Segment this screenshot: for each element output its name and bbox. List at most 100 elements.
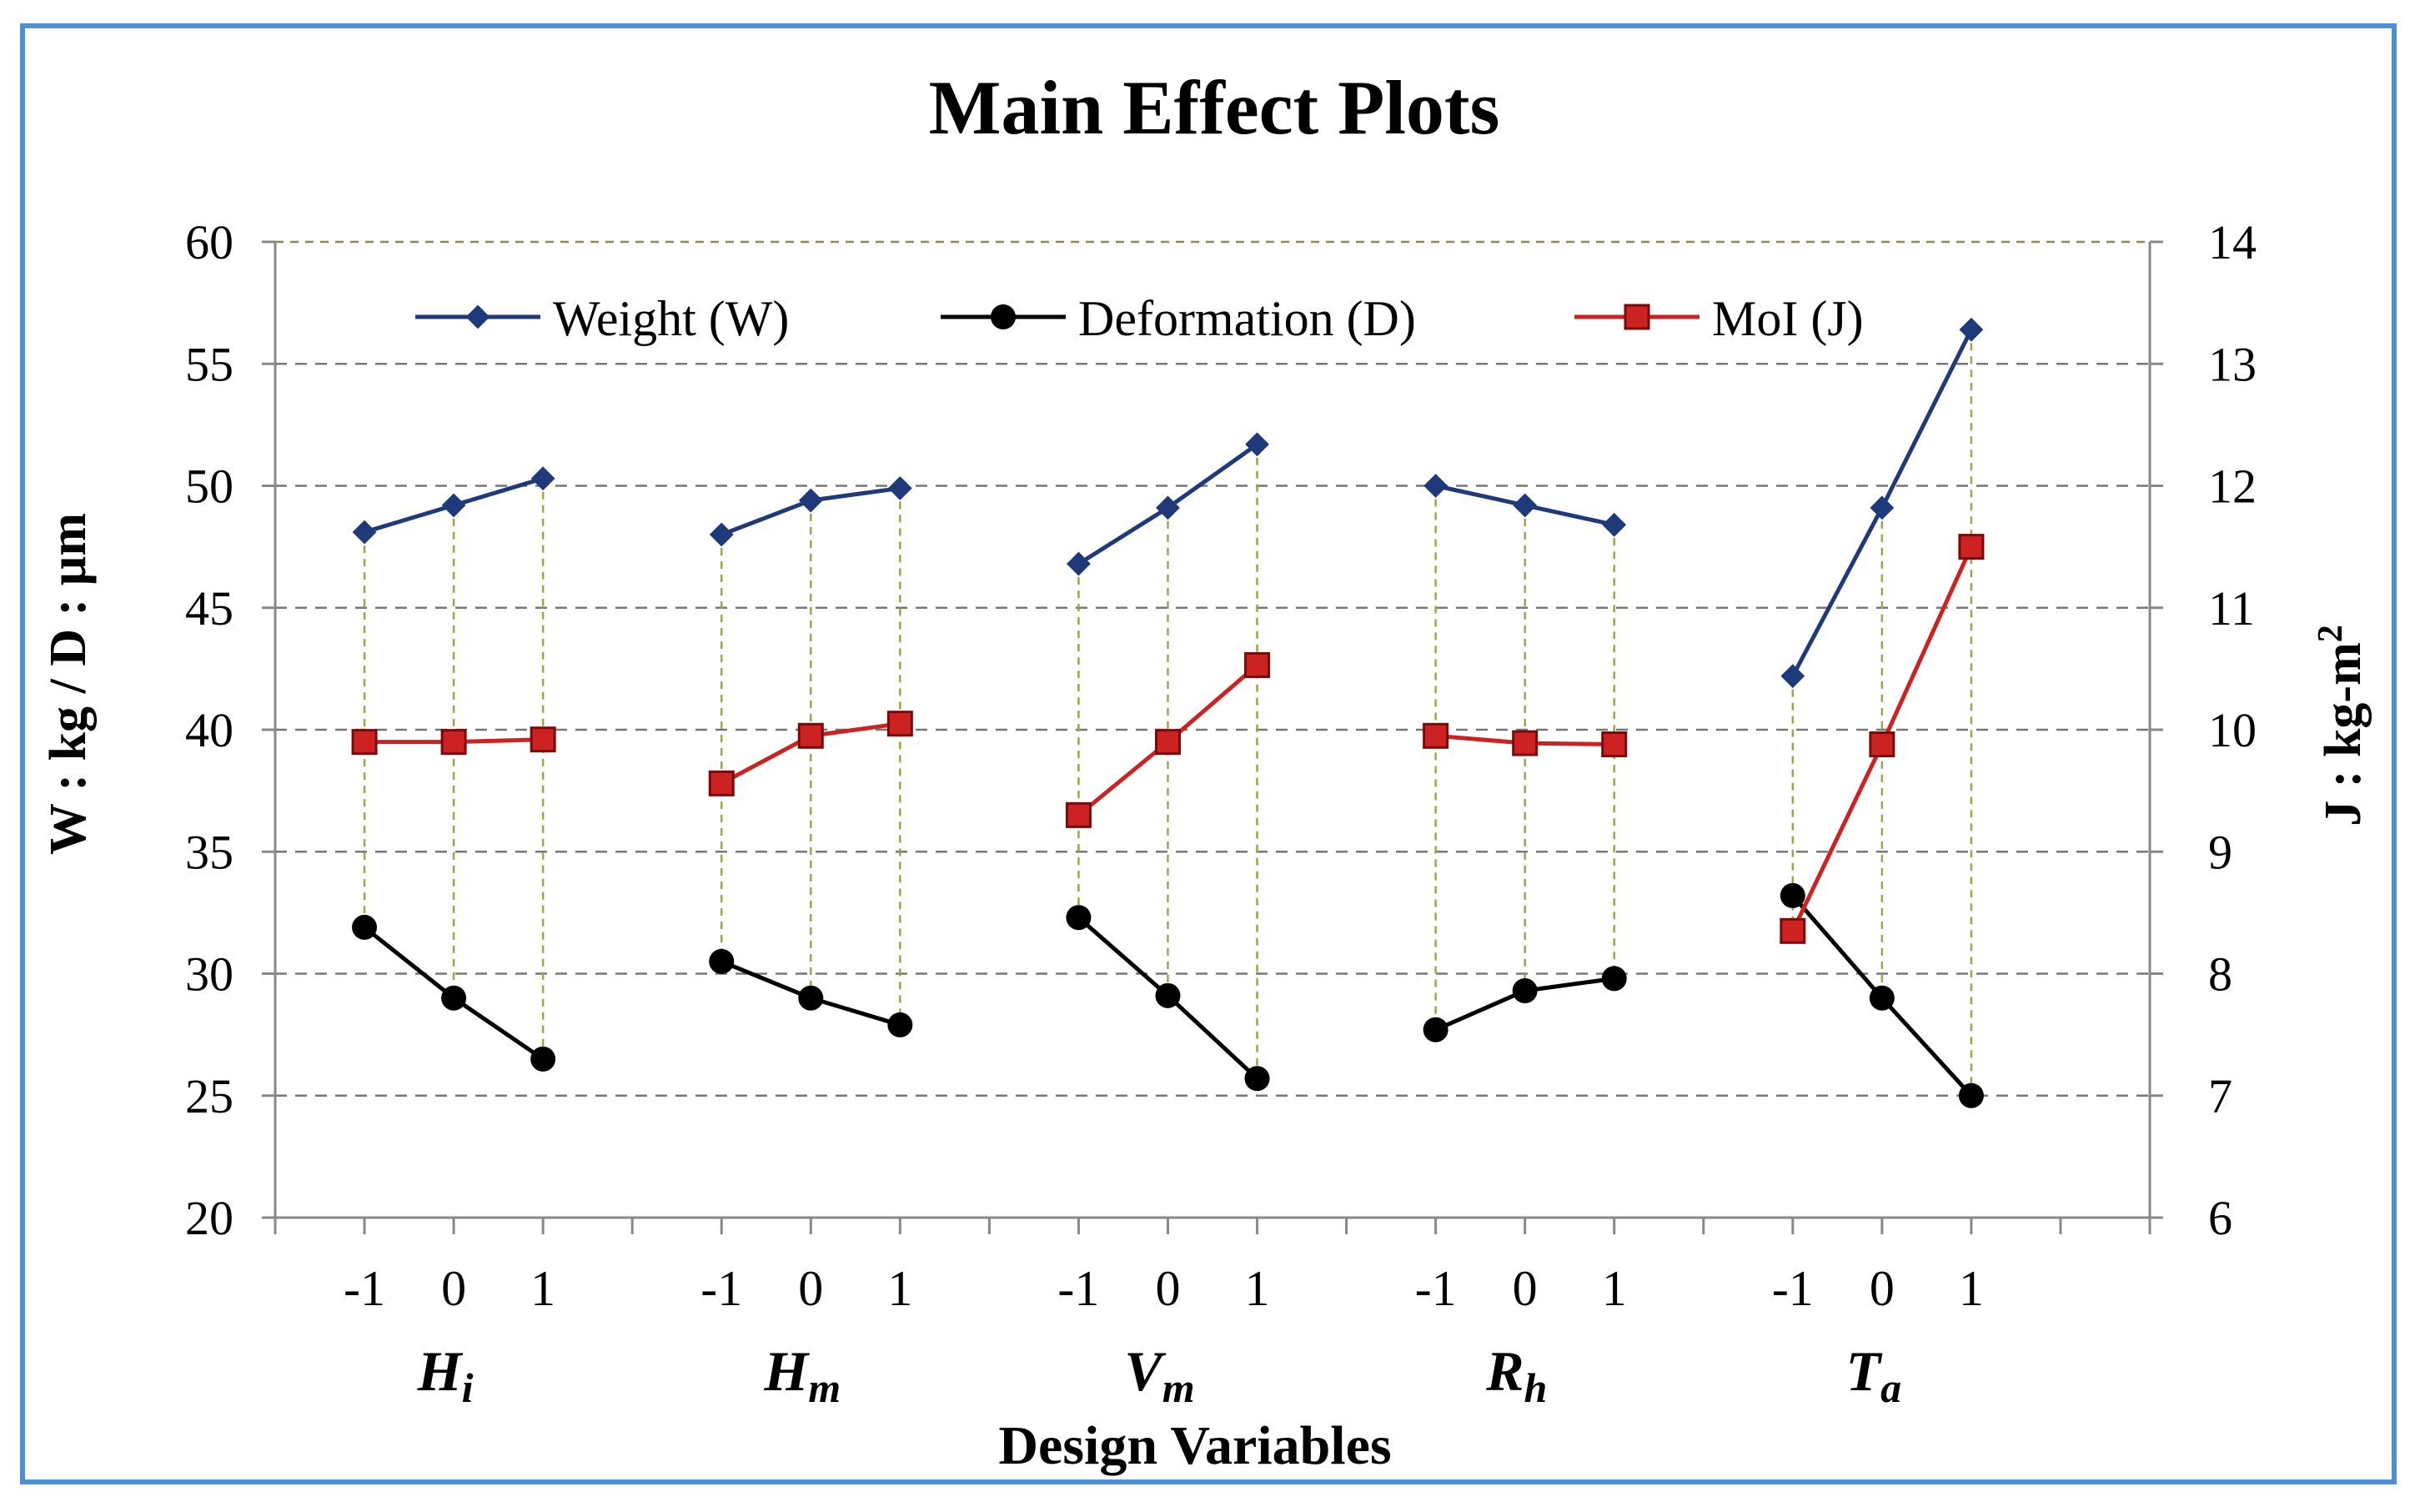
chart-frame [20, 23, 2397, 1484]
legend-label-deformation-d: Deformation (D) [1078, 291, 1416, 346]
deformation-d-point [798, 985, 824, 1011]
y-tick-label-right: 10 [2208, 703, 2257, 757]
level-tick-label: 1 [530, 1261, 555, 1316]
group-label-base: V [1124, 1339, 1166, 1403]
y-tick-label-left: 20 [185, 1191, 233, 1245]
y-axis-label-right-sup: 2 [2312, 625, 2350, 642]
weight-w-point [709, 522, 734, 547]
x-axis-title: Design Variables [998, 1415, 1391, 1476]
deformation-d-point [1244, 1066, 1270, 1092]
weight-w-point [1513, 493, 1538, 518]
moi-j-point [708, 770, 735, 796]
y-tick-label-right: 8 [2208, 947, 2232, 1002]
level-tick-label: 0 [798, 1261, 823, 1316]
weight-w-point [1959, 317, 1984, 342]
weight-w-point [1156, 495, 1180, 520]
deformation-d-point [887, 1012, 913, 1037]
moi-j-point [1244, 651, 1271, 678]
y-tick-label-right: 9 [2208, 825, 2232, 879]
series-layer [351, 317, 1985, 1108]
group-label-base: T [1846, 1339, 1883, 1403]
deformation-d-point [1601, 966, 1627, 992]
weight-w-point [798, 488, 823, 513]
deformation-d-point [1958, 1083, 1984, 1108]
y-tick-label-right: 11 [2208, 581, 2255, 635]
gridlines [275, 240, 2150, 1097]
group-label-sub: m [808, 1364, 841, 1411]
group-label-sub: h [1524, 1364, 1547, 1411]
deformation-d-point [1423, 1017, 1448, 1042]
moi-j-point [1869, 731, 1895, 758]
moi-j-point [886, 711, 913, 737]
level-tick-label: 0 [1513, 1261, 1538, 1316]
group-label: Ta [1846, 1339, 1902, 1411]
chart-title: Main Effect Plots [929, 65, 1500, 150]
legend-marker-moi-j [1624, 304, 1650, 330]
right-axis-ticks: 6 7 8 9 10 11 12 13 14 [2208, 215, 2257, 1245]
moi-j-point [797, 722, 824, 749]
group-label: Vm [1124, 1339, 1194, 1411]
moi-j-point [1601, 731, 1628, 758]
group-label-sub: m [1162, 1364, 1195, 1411]
deformation-d-point [352, 914, 378, 940]
weight-w-point [1067, 551, 1091, 576]
group-label: Hi [417, 1339, 474, 1411]
level-tick-label: 1 [887, 1261, 912, 1316]
group-label-sub: i [462, 1364, 474, 1411]
level-guide-lines [363, 329, 1973, 1096]
deformation-d-point [1155, 982, 1181, 1008]
level-tick-label: 1 [1245, 1261, 1270, 1316]
moi-j-point [530, 726, 556, 753]
moi-j-point [1065, 801, 1092, 828]
level-tick-label: 0 [441, 1261, 466, 1316]
level-tick-label: 1 [1959, 1261, 1984, 1316]
y-tick-label-left: 60 [185, 215, 233, 269]
level-tick-label: 1 [1602, 1261, 1627, 1316]
group-label-base: H [763, 1339, 810, 1403]
weight-w-point [530, 466, 555, 491]
deformation-d-point [530, 1046, 556, 1072]
moi-j-point [351, 729, 378, 756]
y-tick-label-left: 25 [185, 1069, 233, 1123]
deformation-d-point [441, 985, 467, 1011]
legend-marker-deformation-d [991, 304, 1016, 329]
y-tick-label-right: 7 [2208, 1069, 2232, 1123]
legend: Weight (W) Deformation (D) MoI (J) [415, 291, 1864, 346]
axes [262, 240, 2163, 1234]
weight-w-point [352, 520, 377, 545]
level-tick-label: -1 [344, 1261, 385, 1316]
moi-j-point [1780, 917, 1806, 944]
y-tick-label-right: 13 [2208, 337, 2257, 391]
legend-label-moi-j: MoI (J) [1712, 291, 1864, 346]
legend-label-weight-w: Weight (W) [553, 291, 789, 346]
deformation-d-point [709, 948, 735, 974]
level-tick-label: -1 [700, 1261, 742, 1316]
moi-j-point [440, 729, 467, 756]
y-tick-label-left: 45 [185, 581, 233, 635]
y-tick-label-right: 12 [2208, 460, 2257, 514]
weight-w-point [1423, 474, 1448, 498]
left-axis-ticks: 20 25 30 35 40 45 50 55 60 [185, 215, 233, 1245]
level-tick-label: -1 [1772, 1261, 1814, 1316]
deformation-d-point [1869, 985, 1895, 1011]
y-tick-label-left: 50 [185, 460, 233, 514]
level-tick-label: 0 [1155, 1261, 1180, 1316]
moi-j-point [1958, 534, 1985, 560]
y-tick-label-left: 30 [185, 947, 233, 1002]
y-axis-label-left: W : kg / D : µm [40, 513, 97, 855]
y-tick-label-left: 35 [185, 825, 233, 879]
weight-w-point [1780, 664, 1805, 689]
moi-j-point [1423, 722, 1449, 749]
group-label-base: R [1485, 1339, 1524, 1403]
deformation-d-point [1512, 977, 1538, 1003]
weight-w-point [1870, 495, 1895, 520]
y-axis-label-right-base: J : kg-m [2315, 642, 2372, 826]
weight-w-point [441, 493, 466, 518]
y-tick-label-right: 6 [2208, 1191, 2232, 1245]
legend-marker-weight-w [465, 304, 490, 329]
deformation-d-point [1066, 905, 1092, 931]
level-tick-label: -1 [1057, 1261, 1099, 1316]
weight-w-point [887, 476, 912, 500]
group-label: Hm [763, 1339, 841, 1411]
